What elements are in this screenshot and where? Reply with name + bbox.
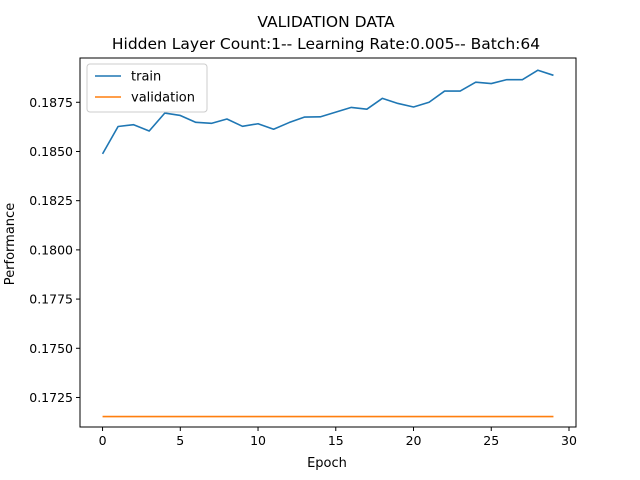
x-tick-label: 30 [561, 433, 577, 448]
y-tick-label: 0.1775 [29, 292, 73, 307]
x-tick-label: 20 [406, 433, 422, 448]
y-tick-label: 0.1825 [29, 193, 73, 208]
y-axis: 0.1725 0.1750 0.1775 0.1800 0.1825 0.1850 0.18… [29, 95, 80, 405]
x-tick-label: 0 [99, 433, 107, 448]
chart-title: VALIDATION DATA [257, 13, 395, 31]
x-tick-label: 10 [250, 433, 266, 448]
y-tick-label: 0.1800 [29, 242, 73, 257]
x-tick-label: 5 [176, 433, 184, 448]
x-axis: 0 5 10 15 20 25 30 [99, 427, 577, 448]
legend-label: validation [131, 91, 195, 106]
plot-area [79, 57, 577, 428]
y-tick-label: 0.1875 [29, 95, 73, 110]
chart-subtitle: Hidden Layer Count:1-- Learning Rate:0.0… [112, 35, 540, 53]
x-axis-label: Epoch [307, 456, 347, 471]
series-group [101, 69, 554, 418]
series-line-train [101, 69, 554, 155]
y-tick-label: 0.1725 [29, 390, 73, 405]
x-tick-label: 25 [483, 433, 499, 448]
plot-frame [79, 57, 577, 428]
legend: train validation [86, 63, 208, 113]
legend-label: train [131, 70, 161, 85]
y-axis-label: Performance [3, 203, 18, 285]
x-tick-label: 15 [328, 433, 344, 448]
y-tick-label: 0.1850 [29, 144, 73, 159]
y-tick-label: 0.1750 [29, 341, 73, 356]
